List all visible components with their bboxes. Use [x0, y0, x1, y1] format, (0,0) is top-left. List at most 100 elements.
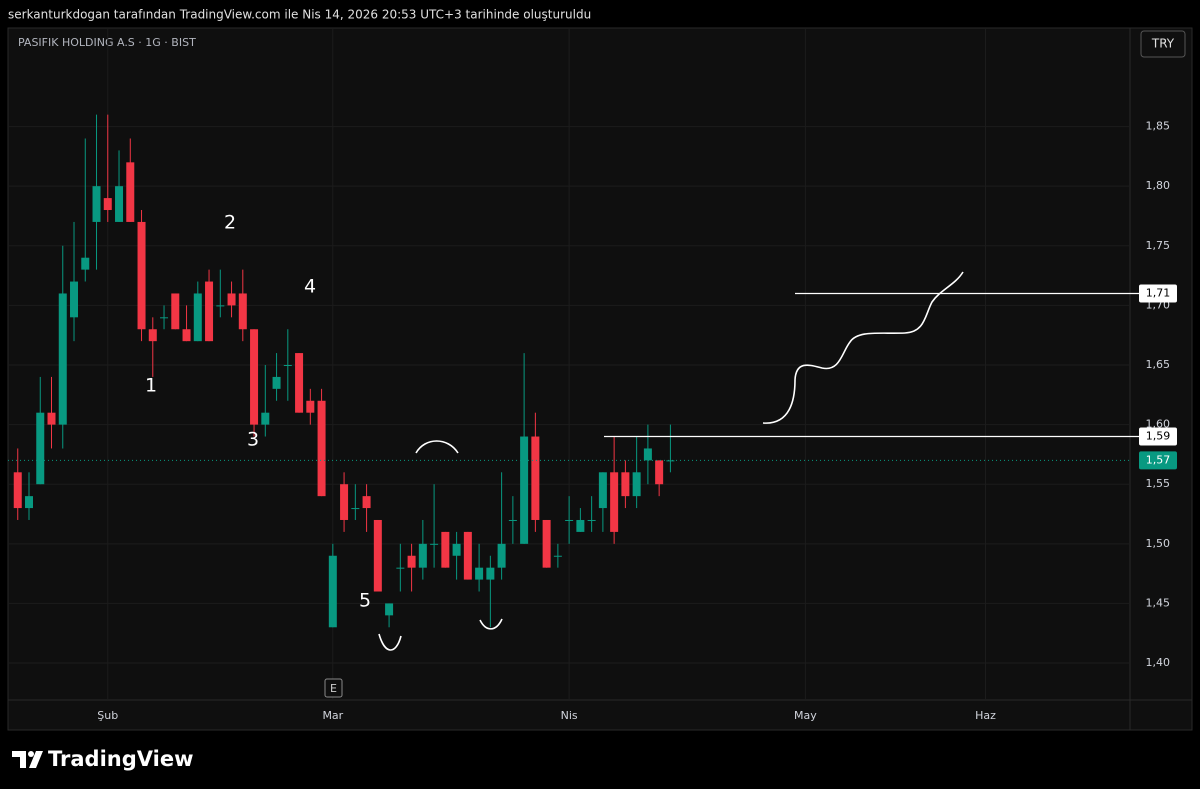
candle-body [306, 400, 315, 413]
wave-label: 5 [359, 590, 371, 612]
currency-button[interactable] [1140, 30, 1186, 58]
y-tick-label: 1,55 [1146, 477, 1171, 490]
y-tick-label: 1,45 [1146, 596, 1171, 609]
arc-bottom [479, 618, 503, 630]
drawings [378, 271, 964, 651]
candle-body [160, 317, 169, 319]
candle-body [508, 519, 517, 521]
logo: TradingView [12, 747, 193, 771]
candle-body [295, 353, 304, 413]
candle-body [610, 472, 619, 532]
plot [13, 114, 675, 628]
candle-body [182, 329, 191, 342]
candle-body [418, 543, 427, 568]
candle-body [463, 531, 472, 580]
x-tick-label: May [794, 709, 817, 722]
candle-body [47, 412, 56, 425]
currency-label[interactable]: TRY [1151, 37, 1175, 51]
candle-body [272, 376, 281, 389]
candle-body [205, 281, 214, 342]
candle-body [81, 257, 90, 270]
candle-body [486, 567, 495, 580]
candle-body [576, 519, 585, 532]
chart-panel [7, 27, 1193, 731]
x-tick-label: Şub [97, 709, 118, 722]
candle-body [587, 519, 596, 521]
candle-body [362, 496, 371, 509]
wave-label: 1 [145, 375, 157, 397]
header: serkanturkdogan tarafından TradingView.c… [8, 8, 591, 22]
y-tick-label: 1,50 [1146, 537, 1171, 550]
candle-body [25, 496, 34, 509]
y-tick-label: 1,85 [1146, 120, 1171, 133]
candle-body [632, 472, 641, 497]
candle-body [531, 436, 540, 520]
y-tick-label: 1,40 [1146, 656, 1171, 669]
candle-body [407, 555, 416, 568]
wave-label: 3 [247, 429, 259, 451]
candle-body [58, 293, 67, 425]
level-label: 1,59 [1146, 430, 1171, 443]
y-tick-label: 1,60 [1146, 418, 1171, 431]
candle-body [565, 519, 574, 521]
candle-body [227, 293, 236, 306]
candle-body [553, 555, 562, 557]
candle-body [137, 221, 146, 330]
candle-body [148, 329, 157, 342]
wave-label: 2 [224, 212, 236, 234]
candle-body [283, 365, 292, 366]
last-price-tag [1139, 451, 1177, 470]
brand: TradingView [48, 747, 193, 771]
candle-body [497, 543, 506, 568]
last-price-label: 1,57 [1146, 453, 1171, 466]
x-tick-label: Mar [322, 709, 343, 722]
candle-body [70, 281, 79, 318]
candle-body [475, 567, 484, 580]
candle-body [317, 400, 326, 497]
level-tag [1139, 427, 1177, 446]
candle-body [36, 412, 45, 485]
candle-body [238, 293, 247, 330]
candle-body [430, 543, 439, 545]
y-tick-label: 1,75 [1146, 239, 1171, 252]
candle-body [13, 472, 22, 509]
candle-body [92, 186, 101, 222]
candle-body [328, 555, 337, 628]
candle-body [351, 508, 360, 510]
candle-body [621, 472, 630, 497]
arc-bottom [378, 633, 402, 651]
candle-body [655, 460, 664, 485]
symbol-title: PASIFIK HOLDING A.S · 1G · BIST [18, 36, 196, 49]
candle-body [666, 460, 675, 462]
candle-body [126, 162, 135, 222]
projection-curve [762, 271, 964, 424]
candle-body [385, 603, 394, 616]
level-tag [1139, 284, 1177, 303]
candle-body [216, 305, 225, 307]
candle-body [171, 293, 180, 330]
y-tick-label: 1,65 [1146, 358, 1171, 371]
candle-body [598, 472, 607, 509]
candle-body [441, 531, 450, 568]
candle-body [340, 484, 349, 520]
candle-body [542, 519, 551, 568]
candle-body [643, 448, 652, 461]
grid [8, 28, 1130, 700]
candle-body [261, 412, 270, 425]
wave-label: 4 [304, 276, 316, 298]
candle-body [103, 198, 112, 211]
x-tick-label: Haz [975, 709, 996, 722]
candle-body [193, 293, 202, 342]
candle-body [373, 519, 382, 592]
event-label[interactable]: E [330, 682, 337, 695]
candle-body [452, 543, 461, 556]
candle-body [520, 436, 529, 544]
logo-icon [12, 751, 43, 768]
candle-body [115, 186, 124, 222]
candle-body [396, 567, 405, 569]
logo-icon-dot [28, 751, 34, 757]
arc-top [415, 440, 459, 454]
event-marker[interactable] [324, 678, 343, 698]
